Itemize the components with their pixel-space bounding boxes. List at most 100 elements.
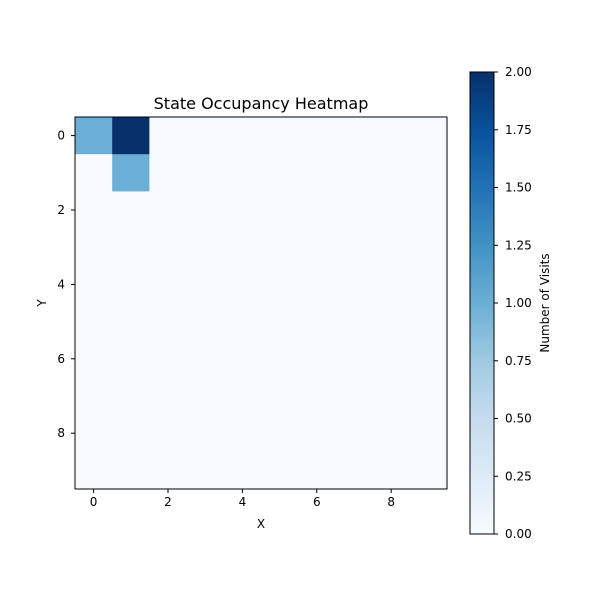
heatmap-cell [75,340,113,378]
heatmap-cell [223,228,262,267]
heatmap-cell [372,191,411,230]
heatmap-cell [186,340,225,378]
x-axis-label: X [257,517,265,531]
heatmap-cell [335,228,374,267]
heatmap-cell [335,191,374,230]
plot-frame [74,116,448,490]
colorbar-tick-label: 1.50 [505,181,532,195]
heatmap-cell [298,117,336,155]
heatmap-cell [409,340,448,378]
heatmap-cell [298,451,336,490]
heatmap-cell [186,451,225,490]
colorbar-label: Number of Visits [538,253,552,352]
heatmap-cell [223,414,262,453]
heatmap-cell [149,340,188,378]
heatmap-cell [223,154,262,192]
heatmap-cell [149,117,188,155]
heatmap-cell [223,451,262,490]
heatmap-cell [372,154,411,192]
colorbar-tick-label: 1.75 [505,123,532,137]
heatmap-cell [75,303,113,341]
heatmap-cell [261,117,299,155]
y-axis-label: Y [35,299,49,308]
heatmap-cell [261,303,299,341]
chart-title: State Occupancy Heatmap [154,94,369,113]
heatmap-cell [335,265,374,304]
heatmap-cell [409,303,448,341]
heatmap-cell [261,451,299,490]
heatmap-cell [372,265,411,304]
heatmap-cell [298,154,336,192]
heatmap-cell [75,117,113,155]
x-tick-label: 8 [387,495,395,509]
heatmap-cell [112,265,150,304]
heatmap-cell [149,154,188,192]
x-tick-label: 4 [239,495,247,509]
heatmap-cell [335,117,374,155]
colorbar-tick-label: 2.00 [505,65,532,79]
colorbar-tick-label: 0.25 [505,469,532,483]
heatmap-cell [409,117,448,155]
heatmap-cell [261,414,299,453]
heatmap-cell [112,303,150,341]
x-tick-label: 0 [90,495,98,509]
heatmap-cell [298,340,336,378]
heatmap-cell [372,451,411,490]
heatmap-cell [335,377,374,416]
heatmap-cell [372,414,411,453]
colorbar-tick-label: 1.25 [505,238,532,252]
heatmap-cell [112,451,150,490]
heatmap-cell [223,191,262,230]
heatmap-cell [372,228,411,267]
heatmap-cell [112,228,150,267]
x-axis-ticks: 0 2 4 6 8 [90,489,395,509]
heatmap-cell [335,414,374,453]
heatmap-cell [335,154,374,192]
heatmap-cell [409,414,448,453]
heatmap-cell [186,117,225,155]
colorbar-tick-label: 0.75 [505,354,532,368]
x-tick-label: 2 [164,495,172,509]
heatmap-cell [261,228,299,267]
heatmap-cell [372,303,411,341]
y-axis-ticks: 0 2 4 6 8 [57,129,75,440]
heatmap-cell [261,340,299,378]
heatmap-cell [75,451,113,490]
heatmap-cell [149,377,188,416]
heatmap-cell [75,377,113,416]
heatmap-cell [409,265,448,304]
heatmap-cells [75,117,448,490]
heatmap-cell [112,154,150,192]
heatmap-cell [112,117,150,155]
heatmap-cell [75,191,113,230]
heatmap-cell [223,117,262,155]
colorbar-tick-label: 0.00 [505,527,532,541]
heatmap-cell [372,117,411,155]
heatmap-cell [335,340,374,378]
heatmap-cell [186,303,225,341]
heatmap-cell [223,377,262,416]
heatmap-cell [149,265,188,304]
heatmap-cell [112,414,150,453]
colorbar [469,71,495,535]
heatmap-cell [186,414,225,453]
heatmap-cell [372,377,411,416]
y-tick-label: 8 [57,426,65,440]
heatmap-cell [298,414,336,453]
heatmap-cell [409,377,448,416]
y-tick-label: 4 [57,277,65,291]
heatmap-cell [335,451,374,490]
heatmap-cell [186,265,225,304]
y-tick-label: 0 [57,129,65,143]
heatmap-cell [409,228,448,267]
heatmap-cell [149,228,188,267]
heatmap-cell [372,340,411,378]
heatmap-cell [409,451,448,490]
heatmap-cell [261,265,299,304]
heatmap-cell [298,377,336,416]
heatmap-cell [335,303,374,341]
heatmap-cell [149,303,188,341]
heatmap-cell [186,228,225,267]
